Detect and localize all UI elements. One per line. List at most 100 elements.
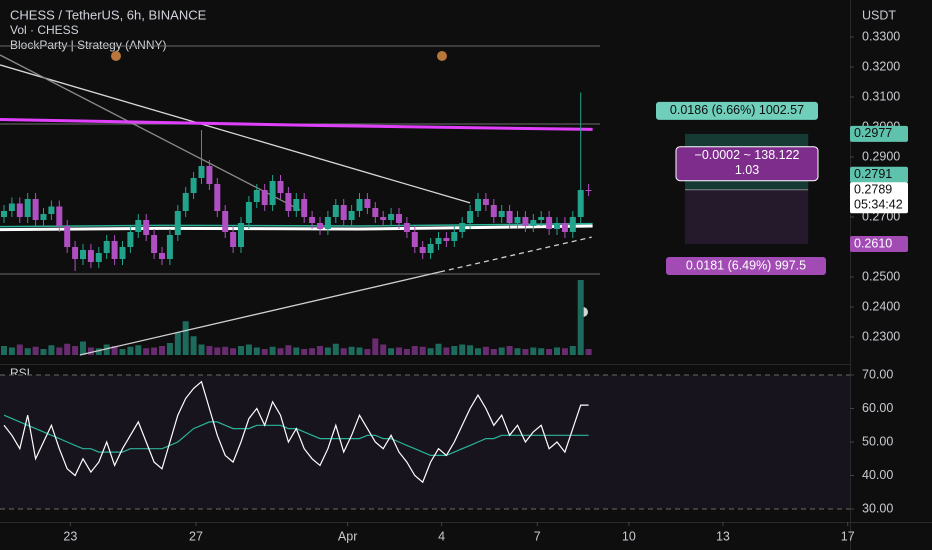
candle-body <box>80 250 86 259</box>
y-tick-label: 0.2900 <box>862 149 900 163</box>
candle-body <box>340 205 347 220</box>
y-tick-label: 0.3300 <box>862 29 900 43</box>
loss-zone <box>684 189 809 244</box>
stop-tag-bg <box>850 236 908 252</box>
currency: USDT <box>862 8 896 22</box>
rsi-tick-label: 70.00 <box>862 367 893 381</box>
volume-bar <box>546 349 553 355</box>
volume-bar <box>159 346 165 355</box>
candle-body <box>285 193 292 211</box>
candle-body <box>253 190 260 202</box>
trendline <box>439 236 592 273</box>
volume-bar <box>198 344 205 355</box>
volume-bar <box>24 348 31 355</box>
x-tick-label: 13 <box>716 529 730 543</box>
candle-body <box>261 190 268 205</box>
candle-body <box>324 217 331 229</box>
volume-bar <box>443 347 450 355</box>
volume-bar <box>253 347 260 355</box>
candle-body <box>554 223 560 229</box>
candle-body <box>56 206 63 226</box>
volume-bar <box>482 346 489 355</box>
volume-bar <box>419 346 426 355</box>
candle-body <box>135 220 142 232</box>
candle-body <box>396 214 402 223</box>
trendline <box>79 271 441 356</box>
stop-tag: 0.2610 <box>854 236 892 250</box>
volume-bar <box>506 346 513 355</box>
candle-body <box>419 247 426 253</box>
candle-body <box>166 235 173 259</box>
candle-body <box>143 220 150 235</box>
volume-bar <box>1 346 7 355</box>
candle-body <box>569 217 576 232</box>
candle-body <box>174 211 181 235</box>
volume-bar <box>301 349 308 355</box>
volume-bar <box>372 338 379 355</box>
candle-body <box>522 217 529 226</box>
x-tick-label: 23 <box>63 529 77 543</box>
volume-bar <box>277 348 284 355</box>
candle-body <box>198 166 205 178</box>
candle-body <box>467 211 474 223</box>
candle-body <box>127 232 134 247</box>
volume-bar <box>119 349 126 355</box>
candle-body <box>585 190 592 191</box>
volume-bar <box>293 347 300 355</box>
volume-bar <box>111 346 118 355</box>
y-tick-label: 0.2300 <box>862 329 900 343</box>
volume-bar <box>514 348 521 355</box>
y-tick-label: 0.2500 <box>862 269 900 283</box>
candle-body <box>427 244 434 253</box>
candle-body <box>388 214 395 220</box>
volume-bar <box>261 349 268 355</box>
volume-bar <box>530 347 537 355</box>
candle-body <box>64 226 71 247</box>
target-label: 0.0186 (6.66%) 1002.57 <box>670 103 804 117</box>
candle-body <box>301 199 308 217</box>
candle-body <box>451 232 458 241</box>
candle-body <box>403 223 410 232</box>
entry-label: 1.03 <box>735 163 759 177</box>
candle-body <box>506 211 513 223</box>
y-tick-label: 0.3100 <box>862 89 900 103</box>
volume-bar <box>40 349 47 355</box>
volume-bar <box>411 346 418 355</box>
entry-label-bg <box>675 146 819 182</box>
candle-body <box>332 205 339 217</box>
candle-body <box>435 238 442 244</box>
volume-bar <box>435 343 442 355</box>
candle-body <box>182 193 189 211</box>
candle-body <box>8 203 15 211</box>
last-price: 0.2789 <box>854 183 892 197</box>
trendline <box>0 54 301 211</box>
volume-bar <box>8 347 15 355</box>
candle-body <box>411 232 418 247</box>
candle-body <box>103 241 110 253</box>
candle-body <box>293 199 300 211</box>
entry-tag: 0.2791 <box>854 167 892 181</box>
volume-bar <box>206 346 213 355</box>
volume-bar <box>127 346 134 355</box>
candle-body <box>538 217 545 220</box>
x-tick-label: 27 <box>189 529 203 543</box>
volume-bar <box>245 344 252 355</box>
moving-average <box>0 222 593 228</box>
volume-bar <box>332 343 339 355</box>
volume-bar <box>309 348 316 355</box>
y-tick-label: 0.3200 <box>862 59 900 73</box>
volume-bar <box>561 348 568 355</box>
volume-bar <box>585 349 592 355</box>
chart-title: CHESS / TetherUS, 6h, BINANCE <box>10 7 207 22</box>
countdown: 05:34:42 <box>854 198 903 212</box>
volume-bar <box>143 348 150 355</box>
candle-body <box>214 184 221 211</box>
candle-body <box>380 217 387 220</box>
volume-bar <box>64 343 71 355</box>
volume-bar <box>317 346 323 355</box>
x-tick-label: 10 <box>622 529 636 543</box>
target-label-bg <box>656 101 818 120</box>
volume-bar <box>166 343 173 355</box>
candle-body <box>32 199 39 220</box>
volume-bar <box>72 346 79 355</box>
